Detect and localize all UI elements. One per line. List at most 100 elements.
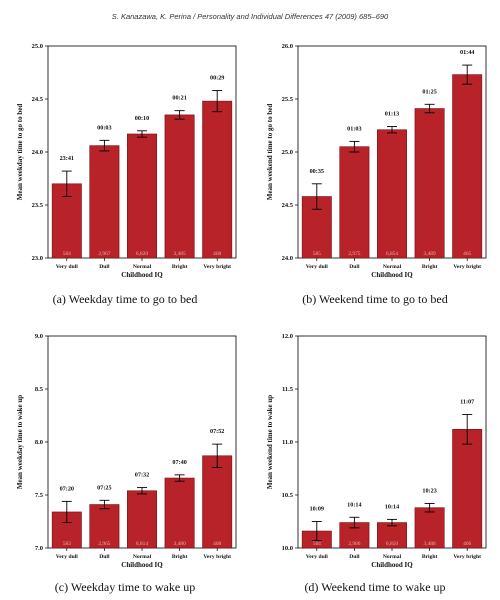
bar — [164, 114, 195, 259]
y-tick-label: 11.5 — [282, 386, 294, 393]
chart-weekday-bedtime: 23.0 23.5 24.0 24.5 25.0 Mean weekday time to… — [16, 43, 237, 279]
y-tick-label: 25.0 — [282, 149, 293, 156]
y-tick-label: 8.5 — [35, 386, 44, 393]
sample-size-label: 585 — [313, 251, 321, 257]
sample-size-label: 583 — [63, 541, 71, 547]
data-label: 10:09 — [310, 506, 324, 513]
x-axis-title: Childhood IQ — [371, 271, 413, 279]
data-label: 23:41 — [60, 155, 74, 162]
y-tick-label: 8.0 — [35, 439, 43, 446]
chart-weekday-wakeup: 7.0 7.5 8.0 8.5 9.0 Mean weekday time to wake… — [16, 333, 237, 569]
sample-size-label: 2,965 — [98, 541, 110, 547]
y-axis-title: Mean weekend time to wake up — [266, 395, 274, 489]
sample-size-label: 6,854 — [386, 251, 398, 257]
data-label: 10:23 — [422, 487, 436, 494]
data-label: 00:03 — [97, 124, 111, 131]
sample-size-label: 3,485 — [174, 251, 186, 257]
caption-c: (c) Weekday time to wake up — [54, 580, 196, 594]
sample-size-label: 2,986 — [348, 541, 360, 547]
bar — [202, 455, 233, 549]
x-axis-title: Childhood IQ — [121, 271, 163, 279]
data-label: 00:21 — [172, 95, 186, 102]
bar — [89, 145, 120, 259]
y-tick-label: 12.0 — [282, 333, 293, 340]
sample-size-label: 2,967 — [98, 251, 110, 257]
y-tick-label: 23.0 — [32, 255, 43, 262]
x-tick-label: Very dull — [306, 264, 328, 270]
x-tick-label: Normal — [133, 554, 152, 560]
sample-size-label: 465 — [463, 251, 471, 257]
y-axis-title: Mean weekend time to go to bed — [266, 104, 274, 201]
y-tick-label: 11.0 — [282, 439, 293, 446]
caption-d: (d) Weekend time to wake up — [304, 580, 446, 594]
x-tick-label: Normal — [133, 264, 152, 270]
x-tick-label: Bright — [172, 264, 188, 270]
x-tick-label: Very bright — [203, 554, 231, 560]
chart-weekend-wakeup: 10.0 10.5 11.0 11.5 12.0 Mean weekend time to… — [266, 333, 487, 569]
y-tick-label: 26.0 — [282, 43, 293, 50]
bar — [127, 133, 157, 259]
running-head: S. Kanazawa, K. Perina / Personality and… — [111, 12, 389, 21]
x-axis-title: Childhood IQ — [121, 561, 163, 569]
sample-size-label: 3,480 — [174, 541, 186, 547]
bar — [452, 74, 483, 259]
data-label: 07:40 — [172, 459, 186, 466]
x-tick-label: Very bright — [453, 264, 481, 270]
x-tick-label: Normal — [383, 264, 402, 270]
sample-size-label: 6,820 — [136, 251, 148, 257]
x-tick-label: Very dull — [56, 554, 78, 560]
data-label: 01:13 — [385, 111, 399, 118]
caption-a: (a) Weekday time to go to bed — [52, 292, 198, 306]
sample-size-label: 468 — [213, 251, 221, 257]
x-tick-label: Dull — [349, 264, 360, 270]
sample-size-label: 466 — [463, 541, 471, 547]
x-tick-label: Very dull — [306, 554, 328, 560]
bar — [89, 504, 120, 549]
y-tick-label: 25.0 — [32, 43, 43, 50]
y-tick-label: 10.5 — [282, 492, 294, 499]
caption-b: (b) Weekend time to go to bed — [302, 292, 448, 306]
y-tick-label: 7.0 — [35, 545, 43, 552]
bar — [164, 477, 195, 549]
data-label: 07:25 — [97, 484, 111, 491]
x-tick-label: Very dull — [56, 264, 78, 270]
data-label: 01:44 — [460, 49, 474, 56]
data-label: 00:35 — [310, 168, 324, 175]
bar — [202, 100, 233, 259]
x-tick-label: Dull — [99, 264, 110, 270]
sample-size-label: 584 — [63, 251, 71, 257]
data-label: 01:03 — [347, 125, 361, 132]
data-label: 07:52 — [210, 428, 224, 435]
x-tick-label: Dull — [99, 554, 110, 560]
data-label: 10:14 — [347, 501, 361, 508]
data-label: 07:20 — [60, 485, 74, 492]
bar — [414, 108, 445, 259]
bar — [339, 146, 370, 259]
sample-size-label: 3,489 — [424, 251, 436, 257]
y-tick-label: 7.5 — [35, 492, 44, 499]
x-tick-label: Very bright — [203, 264, 231, 270]
y-tick-label: 24.0 — [32, 149, 43, 156]
x-tick-label: Very bright — [453, 554, 481, 560]
bar — [377, 522, 407, 549]
bar — [452, 428, 483, 549]
y-axis-title: Mean weekday time to wake up — [16, 395, 24, 489]
y-tick-label: 24.0 — [282, 255, 293, 262]
chart-weekend-bedtime: 24.0 24.5 25.0 25.5 26.0 Mean weekend time to… — [266, 43, 487, 279]
y-tick-label: 23.5 — [32, 202, 44, 209]
bar — [127, 490, 157, 549]
x-tick-label: Bright — [422, 554, 438, 560]
y-tick-label: 10.0 — [282, 545, 293, 552]
x-tick-label: Bright — [172, 554, 188, 560]
sample-size-label: 468 — [213, 541, 221, 547]
x-tick-label: Normal — [383, 554, 402, 560]
data-label: 01:25 — [422, 88, 436, 95]
x-axis-title: Childhood IQ — [371, 561, 413, 569]
data-label: 07:32 — [135, 472, 149, 479]
y-tick-label: 24.5 — [282, 202, 294, 209]
x-tick-label: Bright — [422, 264, 438, 270]
data-label: 00:29 — [210, 75, 224, 82]
bar — [414, 507, 445, 549]
y-tick-label: 24.5 — [32, 96, 44, 103]
y-axis-title: Mean weekday time to go to bed — [16, 104, 24, 201]
